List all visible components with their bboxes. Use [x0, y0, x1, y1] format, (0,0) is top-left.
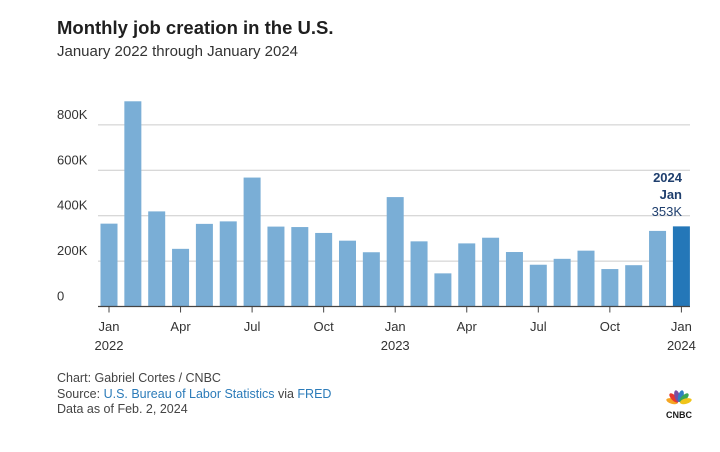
peacock-icon	[666, 390, 692, 405]
x-tick-month: Apr	[457, 319, 478, 334]
bar	[577, 250, 595, 307]
bar	[649, 230, 667, 307]
peacock-feather	[680, 398, 692, 405]
source-link-bls[interactable]: U.S. Bureau of Labor Statistics	[103, 386, 275, 401]
cnbc-logo-text: CNBC	[666, 410, 692, 420]
bar	[386, 197, 404, 307]
bar	[458, 243, 476, 307]
bar	[267, 226, 285, 307]
bar	[124, 101, 142, 307]
y-tick-label: 600K	[57, 152, 88, 167]
bar	[148, 211, 166, 307]
x-tick-year: 2024	[667, 338, 696, 353]
bar	[219, 221, 237, 307]
x-tick-month: Apr	[170, 319, 191, 334]
source-line: Source: U.S. Bureau of Labor Statistics …	[57, 387, 331, 403]
source-via: via	[274, 386, 298, 401]
x-tick-month: Jul	[530, 319, 547, 334]
bar	[195, 223, 213, 307]
chart-credit: Chart: Gabriel Cortes / CNBC	[57, 371, 221, 385]
bar	[434, 273, 452, 307]
x-tick-month: Jan	[385, 319, 406, 334]
bar	[482, 237, 500, 307]
bar	[529, 264, 547, 307]
x-tick-month: Oct	[314, 319, 335, 334]
bar	[553, 258, 571, 307]
source-link-fred[interactable]: FRED	[297, 386, 332, 401]
bar	[172, 248, 190, 307]
bar	[243, 177, 261, 307]
bar	[625, 265, 643, 307]
bar	[315, 232, 333, 307]
bar	[362, 252, 380, 307]
chart-footer: Chart: Gabriel Cortes / CNBC Source: U.S…	[57, 371, 331, 418]
bar	[410, 241, 428, 307]
highlight-month-label: Jan	[660, 187, 682, 202]
x-tick-month: Oct	[600, 319, 621, 334]
source-prefix: Source:	[57, 386, 104, 401]
y-tick-label: 400K	[57, 198, 88, 213]
cnbc-logo: CNBC	[666, 390, 692, 420]
highlight-value-label: 353K	[652, 204, 683, 219]
x-tick-year: 2022	[95, 338, 124, 353]
bar	[291, 227, 309, 307]
bar	[339, 240, 356, 307]
chart-subtitle: January 2022 through January 2024	[57, 43, 299, 60]
x-tick-year: 2023	[381, 338, 410, 353]
highlight-bar	[672, 226, 690, 307]
x-tick-month: Jul	[244, 319, 261, 334]
y-tick-label: 800K	[57, 107, 88, 122]
bar	[505, 252, 523, 307]
x-tick-month: Jan	[99, 319, 120, 334]
bar	[100, 223, 118, 307]
y-tick-label: 0	[57, 289, 64, 304]
bar	[601, 269, 619, 307]
chart-title: Monthly job creation in the U.S.	[57, 17, 334, 38]
highlight-year-label: 2024	[653, 170, 683, 185]
data-date-note: Data as of Feb. 2, 2024	[57, 402, 188, 416]
y-tick-label: 200K	[57, 243, 88, 258]
x-tick-month: Jan	[671, 319, 692, 334]
